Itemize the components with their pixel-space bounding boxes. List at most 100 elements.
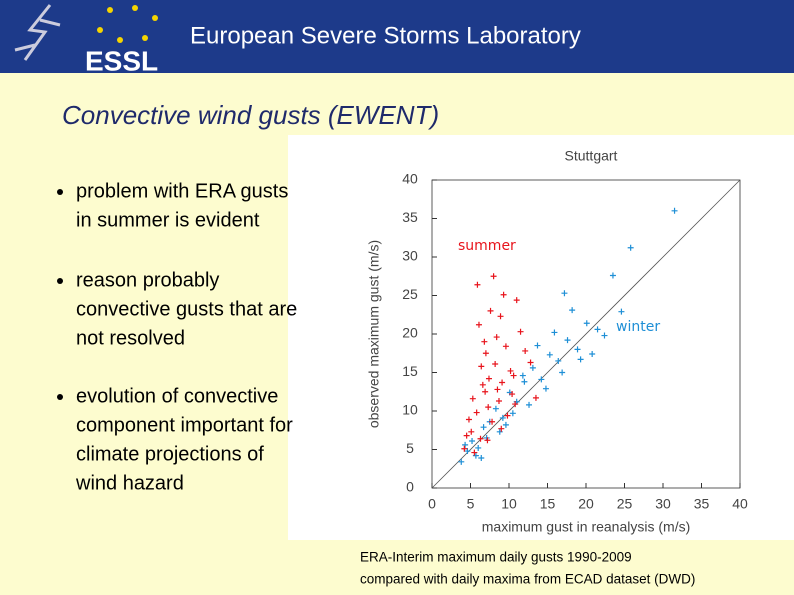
y-tick-label: 10: [402, 402, 418, 418]
scatter-point: [494, 386, 501, 393]
scatter-point: [601, 332, 608, 339]
scatter-point: [529, 364, 536, 371]
scatter-point: [522, 347, 529, 354]
y-tick-label: 5: [406, 440, 414, 456]
bullet-text: not resolved: [76, 327, 185, 349]
y-tick-label: 25: [402, 286, 418, 302]
header-band: [0, 0, 794, 73]
scatter-point: [498, 425, 505, 432]
bullet-text: climate projections of: [76, 443, 264, 465]
scatter-point: [559, 369, 566, 376]
scatter-point: [564, 337, 571, 344]
logo-stars: [97, 5, 158, 43]
scatter-point: [526, 401, 533, 408]
scatter-point: [546, 351, 553, 358]
scatter-point: [480, 424, 487, 431]
scatter-point: [471, 449, 478, 456]
x-tick-label: 0: [428, 496, 436, 512]
scatter-point: [496, 428, 503, 435]
scatter-point: [465, 416, 472, 423]
y-tick-label: 0: [406, 479, 414, 495]
scatter-point: [502, 421, 509, 428]
scatter-point: [609, 272, 616, 279]
slide-title: Convective wind gusts (EWENT): [62, 100, 439, 130]
y-tick-label: 20: [402, 325, 418, 341]
scatter-point: [538, 376, 545, 383]
scatter-point: [504, 412, 511, 419]
diagonal-line: [431, 179, 741, 489]
bullet-dot: [57, 278, 63, 284]
scatter-point: [574, 346, 581, 353]
scatter-point: [532, 394, 539, 401]
scatter-point: [482, 388, 489, 395]
scatter-point: [671, 207, 678, 214]
scatter-point: [482, 350, 489, 357]
header-title: European Severe Storms Laboratory: [190, 22, 581, 49]
scatter-point: [509, 391, 516, 398]
scatter-point: [475, 321, 482, 328]
bullet-text: reason probably: [76, 269, 219, 291]
scatter-point: [469, 438, 476, 445]
caption: ERA-Interim maximum daily gusts 1990-200…: [360, 550, 632, 565]
scatter-point: [485, 375, 492, 382]
scatter-point: [618, 308, 625, 315]
scatter-point: [534, 342, 541, 349]
bullet-dot: [57, 394, 63, 400]
x-tick-label: 20: [578, 496, 594, 512]
scatter-point: [478, 363, 485, 370]
bullet-text: in summer is evident: [76, 209, 260, 231]
scatter-point: [527, 359, 534, 366]
scatter-point: [475, 444, 482, 451]
scatter-point: [521, 378, 528, 385]
scatter-point: [487, 307, 494, 314]
scatter-point: [497, 313, 504, 320]
bullet-dot: [57, 189, 63, 195]
scatter-point: [468, 428, 475, 435]
bullet-text: evolution of convective: [76, 385, 278, 407]
logo-text: ESSL: [85, 45, 158, 76]
scatter-point: [499, 414, 506, 421]
x-tick-label: 25: [617, 496, 633, 512]
scatter-point: [512, 401, 519, 408]
scatter-point: [495, 397, 502, 404]
x-tick-label: 30: [655, 496, 671, 512]
scatter-point: [485, 404, 492, 411]
scatter-point: [461, 445, 468, 452]
scatter-point: [478, 454, 485, 461]
scatter-point: [492, 405, 499, 412]
y-tick-label: 15: [402, 363, 418, 379]
scatter-point: [500, 291, 507, 298]
scatter-point: [589, 351, 596, 358]
annotation: winter: [616, 319, 660, 335]
scatter-point: [510, 372, 517, 379]
y-tick-label: 30: [402, 248, 418, 264]
scatter-point: [481, 338, 488, 345]
scatter-point: [472, 452, 479, 459]
scatter-point: [489, 418, 496, 425]
x-tick-label: 40: [732, 496, 748, 512]
scatter-point: [492, 361, 499, 368]
y-tick-label: 35: [402, 209, 418, 225]
x-tick-label: 10: [501, 496, 517, 512]
scatter-point: [627, 244, 634, 251]
bullet-text: component important for: [76, 414, 293, 436]
scatter-point: [484, 437, 491, 444]
scatter-point: [513, 297, 520, 304]
x-tick-label: 35: [694, 496, 710, 512]
scatter-point: [462, 441, 469, 448]
scatter-point: [458, 458, 465, 465]
scatter-point: [551, 329, 558, 336]
x-axis-label: maximum gust in reanalysis (m/s): [482, 519, 691, 535]
scatter-point: [561, 290, 568, 297]
scatter-point: [464, 448, 471, 455]
scatter-point: [542, 385, 549, 392]
scatter-point: [517, 328, 524, 335]
x-tick-label: 5: [467, 496, 475, 512]
y-axis-label: observed maximum gust (m/s): [366, 240, 382, 428]
scatter-point: [477, 435, 484, 442]
scatter-point: [507, 367, 514, 374]
scatter-point: [594, 326, 601, 333]
annotation: summer: [458, 238, 516, 254]
scatter-point: [473, 409, 480, 416]
